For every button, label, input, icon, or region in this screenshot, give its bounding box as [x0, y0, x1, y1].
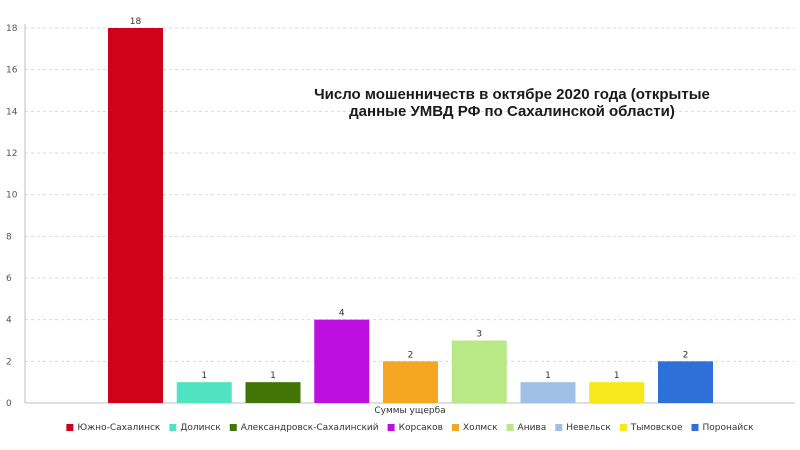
- legend-label: Корсаков: [399, 423, 443, 433]
- legend-item[interactable]: Анива: [506, 423, 547, 433]
- data-label: 1: [201, 371, 207, 381]
- data-label: 3: [476, 330, 482, 340]
- legend-swatch: [169, 424, 177, 431]
- y-tick-label: 4: [6, 316, 12, 326]
- legend-label: Холмск: [463, 423, 498, 433]
- bar-8[interactable]: [589, 382, 645, 403]
- legend-swatch: [387, 424, 395, 431]
- legend-label: Анива: [518, 423, 547, 433]
- bar-3[interactable]: [245, 382, 301, 403]
- legend-swatch: [691, 424, 699, 431]
- y-tick-label: 18: [6, 24, 18, 34]
- bar-1[interactable]: [108, 28, 163, 403]
- legend-item[interactable]: Холмск: [451, 423, 498, 433]
- data-label: 1: [270, 371, 276, 381]
- legend-label: Александровск-Сахалинский: [241, 423, 379, 433]
- bar-6[interactable]: [451, 340, 507, 404]
- legend-swatch: [66, 424, 74, 431]
- legend-swatch: [555, 424, 563, 431]
- data-label: 18: [130, 17, 142, 27]
- bar-2[interactable]: [176, 382, 232, 403]
- chart-title-line-2: данные УМВД РФ по Сахалинской области): [349, 103, 675, 120]
- x-axis-label: Суммы ущерба: [374, 406, 445, 416]
- bar-9[interactable]: [658, 361, 713, 403]
- legend-item[interactable]: Южно-Сахалинск: [66, 423, 161, 433]
- legend-label: Южно-Сахалинск: [77, 423, 161, 433]
- chart-title: Число мошенничеств в октябре 2020 года (…: [314, 86, 710, 120]
- legend-label: Поронайск: [702, 423, 754, 433]
- y-tick-label: 2: [6, 357, 12, 367]
- chart-title-line-1: Число мошенничеств в октябре 2020 года (…: [314, 86, 710, 103]
- y-tick-label: 16: [6, 66, 18, 76]
- y-tick-label: 12: [6, 149, 17, 159]
- y-tick-label: 14: [6, 107, 18, 117]
- legend: Южно-Сахалинск Долинск Александровск-Сахал…: [66, 423, 754, 433]
- bar-4[interactable]: [314, 319, 370, 403]
- bars: [108, 28, 713, 403]
- y-tick-label: 10: [6, 191, 18, 201]
- legend-label: Тымовское: [630, 423, 683, 433]
- y-tick-label: 6: [6, 274, 12, 284]
- data-label: 2: [408, 350, 414, 360]
- data-label: 1: [614, 371, 620, 381]
- legend-swatch: [451, 424, 459, 431]
- legend-label: Долинск: [180, 423, 221, 433]
- legend-item[interactable]: Долинск: [169, 423, 221, 433]
- legend-item[interactable]: Невельск: [555, 423, 611, 433]
- data-label: 4: [339, 309, 345, 319]
- y-tick-label: 0: [6, 399, 12, 409]
- legend-swatch: [506, 424, 514, 431]
- bar-7[interactable]: [520, 382, 576, 403]
- data-label: 1: [545, 371, 551, 381]
- legend-label: Невельск: [566, 423, 611, 433]
- legend-item[interactable]: Корсаков: [387, 423, 443, 433]
- y-tick-label: 8: [6, 232, 12, 242]
- bar-5[interactable]: [383, 361, 438, 403]
- legend-item[interactable]: Тымовское: [619, 423, 683, 433]
- legend-item[interactable]: Александровск-Сахалинский: [229, 423, 379, 433]
- legend-swatch: [229, 424, 237, 431]
- legend-item[interactable]: Поронайск: [691, 423, 754, 433]
- data-label: 2: [683, 350, 689, 360]
- legend-swatch: [619, 424, 627, 431]
